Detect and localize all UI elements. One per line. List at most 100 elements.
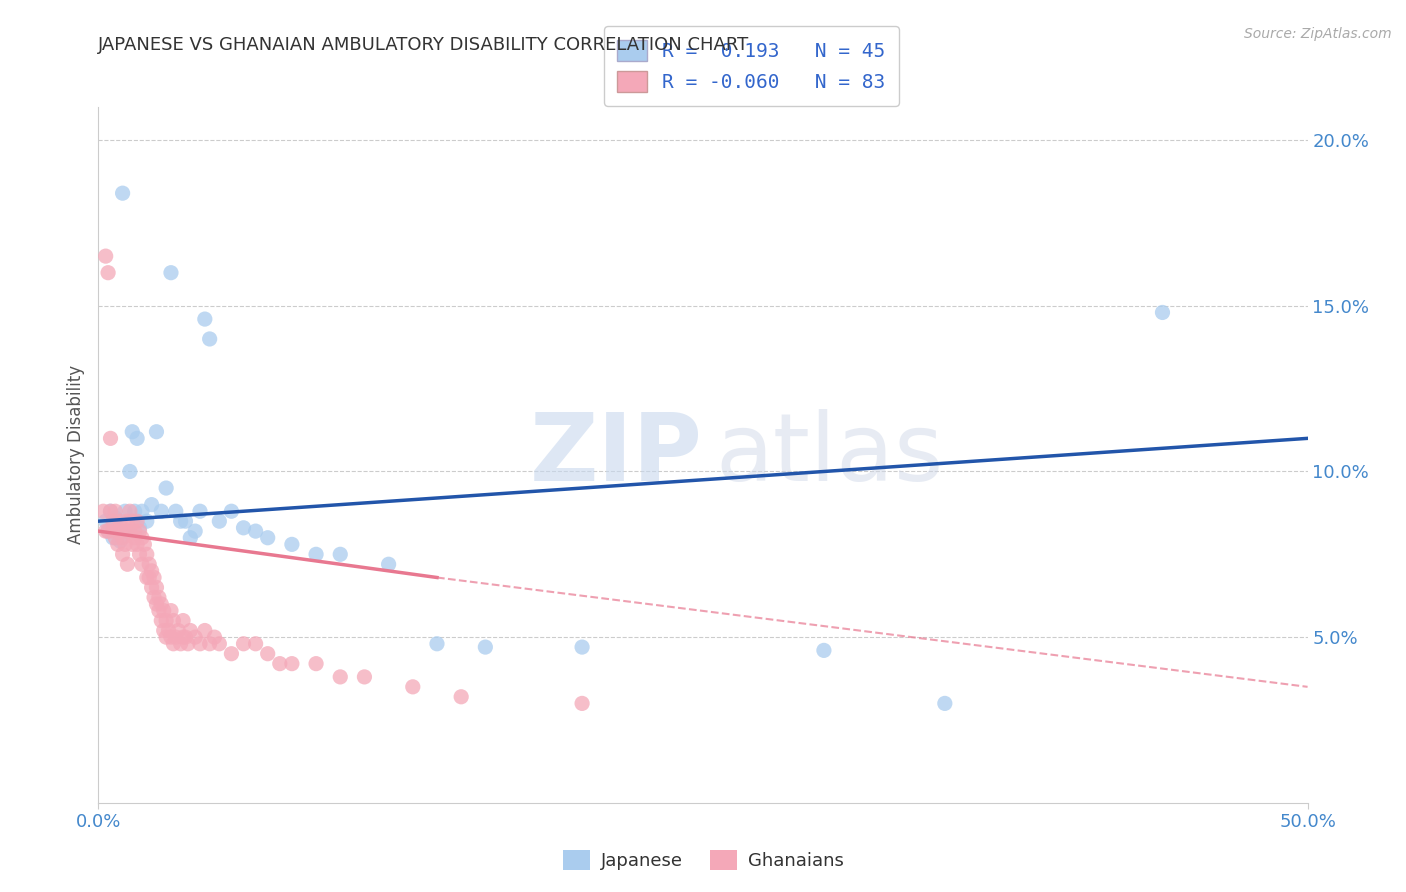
Point bbox=[281, 657, 304, 671]
Point bbox=[114, 504, 136, 518]
Point bbox=[269, 657, 291, 671]
Point bbox=[131, 558, 153, 572]
Point bbox=[107, 537, 129, 551]
Point bbox=[134, 537, 156, 551]
Point bbox=[117, 524, 139, 538]
Point bbox=[114, 524, 136, 538]
Point bbox=[135, 547, 157, 561]
Point bbox=[145, 425, 167, 439]
Point bbox=[377, 558, 399, 572]
Text: Source: ZipAtlas.com: Source: ZipAtlas.com bbox=[1244, 27, 1392, 41]
Point bbox=[150, 597, 173, 611]
Point bbox=[194, 624, 217, 638]
Point bbox=[221, 647, 243, 661]
Point bbox=[198, 332, 221, 346]
Point bbox=[141, 564, 163, 578]
Point bbox=[188, 504, 211, 518]
Point bbox=[167, 624, 190, 638]
Point bbox=[94, 514, 117, 528]
Point bbox=[194, 312, 217, 326]
Point bbox=[155, 481, 177, 495]
Point bbox=[127, 537, 149, 551]
Point bbox=[1152, 305, 1174, 319]
Point bbox=[162, 637, 184, 651]
Point bbox=[177, 637, 200, 651]
Point bbox=[100, 504, 122, 518]
Point bbox=[141, 498, 163, 512]
Point bbox=[128, 524, 150, 538]
Point bbox=[108, 524, 131, 538]
Point bbox=[127, 431, 149, 445]
Point bbox=[208, 637, 231, 651]
Point bbox=[111, 186, 134, 201]
Point bbox=[141, 581, 163, 595]
Point bbox=[143, 591, 166, 605]
Point bbox=[188, 637, 211, 651]
Point bbox=[152, 624, 174, 638]
Point bbox=[118, 465, 141, 479]
Point bbox=[232, 521, 254, 535]
Point bbox=[145, 597, 167, 611]
Point bbox=[107, 524, 129, 538]
Point bbox=[174, 630, 197, 644]
Point bbox=[121, 514, 143, 528]
Point bbox=[118, 504, 141, 518]
Text: JAPANESE VS GHANAIAN AMBULATORY DISABILITY CORRELATION CHART: JAPANESE VS GHANAIAN AMBULATORY DISABILI… bbox=[98, 36, 749, 54]
Point bbox=[162, 614, 184, 628]
Point bbox=[148, 591, 170, 605]
Point bbox=[104, 504, 127, 518]
Point bbox=[155, 630, 177, 644]
Point bbox=[114, 537, 136, 551]
Point bbox=[198, 637, 221, 651]
Point bbox=[353, 670, 375, 684]
Point bbox=[174, 514, 197, 528]
Point bbox=[813, 643, 835, 657]
Point bbox=[571, 640, 593, 654]
Point bbox=[165, 504, 187, 518]
Point bbox=[169, 514, 191, 528]
Point bbox=[100, 504, 122, 518]
Point bbox=[101, 514, 124, 528]
Point bbox=[160, 604, 183, 618]
Point bbox=[179, 531, 201, 545]
Point bbox=[160, 266, 183, 280]
Point bbox=[104, 511, 127, 525]
Point bbox=[94, 249, 117, 263]
Point bbox=[107, 521, 129, 535]
Point bbox=[329, 670, 352, 684]
Legend: Japanese, Ghanaians: Japanese, Ghanaians bbox=[555, 843, 851, 877]
Point bbox=[138, 570, 160, 584]
Point bbox=[135, 570, 157, 584]
Point bbox=[160, 630, 183, 644]
Point bbox=[157, 624, 180, 638]
Point bbox=[245, 524, 267, 538]
Point bbox=[329, 547, 352, 561]
Point bbox=[118, 524, 141, 538]
Point bbox=[104, 531, 127, 545]
Point bbox=[426, 637, 449, 651]
Point bbox=[474, 640, 496, 654]
Point bbox=[111, 547, 134, 561]
Point bbox=[208, 514, 231, 528]
Y-axis label: Ambulatory Disability: Ambulatory Disability bbox=[66, 366, 84, 544]
Point bbox=[117, 558, 139, 572]
Point bbox=[256, 647, 278, 661]
Point bbox=[101, 524, 124, 538]
Point bbox=[232, 637, 254, 651]
Point bbox=[121, 425, 143, 439]
Point bbox=[117, 514, 139, 528]
Point bbox=[172, 614, 194, 628]
Point bbox=[204, 630, 226, 644]
Point bbox=[131, 504, 153, 518]
Point bbox=[184, 630, 207, 644]
Point bbox=[245, 637, 267, 651]
Point bbox=[124, 504, 146, 518]
Point bbox=[127, 514, 149, 528]
Point bbox=[143, 570, 166, 584]
Point bbox=[179, 624, 201, 638]
Point bbox=[97, 266, 120, 280]
Point bbox=[152, 604, 174, 618]
Point bbox=[121, 537, 143, 551]
Point bbox=[402, 680, 425, 694]
Point bbox=[97, 524, 120, 538]
